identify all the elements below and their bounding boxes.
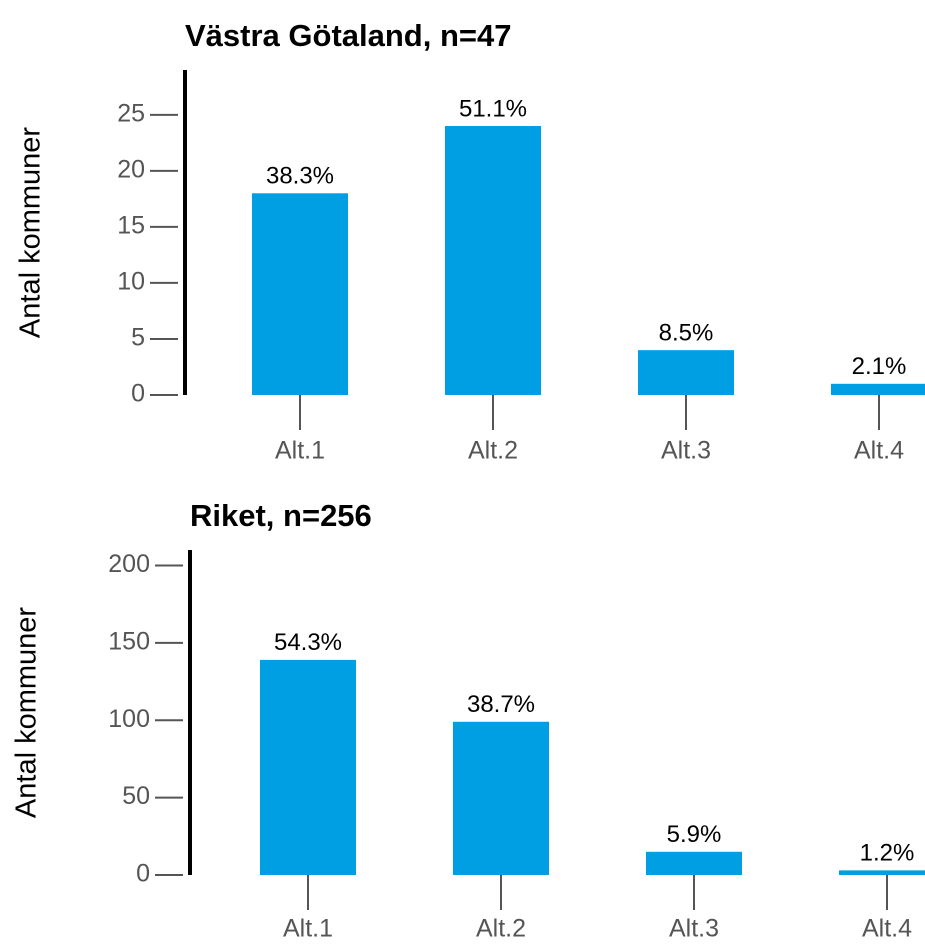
value-label: 51.1% [459, 95, 527, 122]
x-tick-label: Alt.1 [283, 915, 333, 943]
value-label: 1.2% [860, 840, 915, 867]
y-tick-label: 10 [117, 268, 145, 296]
value-label: 8.5% [659, 320, 714, 347]
value-label: 54.3% [274, 629, 342, 656]
x-tick-label: Alt.2 [468, 437, 518, 465]
y-tick-label: 50 [122, 782, 150, 810]
y-tick-label: 15 [117, 212, 145, 240]
x-tick-label: Alt.4 [862, 915, 912, 943]
bar [445, 126, 541, 395]
value-label: 5.9% [667, 821, 722, 848]
y-tick-label: 0 [131, 380, 145, 408]
x-tick-label: Alt.3 [669, 915, 719, 943]
y-axis-label: Antal kommuner [15, 127, 47, 338]
y-tick-label: 200 [108, 550, 150, 578]
bar [453, 721, 549, 875]
bar [252, 193, 348, 395]
bar [839, 870, 925, 875]
y-tick-label: 5 [131, 324, 145, 352]
bar [260, 659, 356, 875]
bar [831, 383, 925, 395]
x-tick-label: Alt.4 [854, 437, 904, 465]
chart-title: Västra Götaland, n=47 [185, 18, 511, 53]
value-label: 38.3% [266, 163, 334, 190]
chart-title: Riket, n=256 [190, 498, 372, 533]
value-label: 2.1% [852, 353, 907, 380]
x-tick-label: Alt.3 [661, 437, 711, 465]
x-tick-label: Alt.1 [275, 437, 325, 465]
bar [646, 851, 742, 875]
y-axis-label: Antal kommuner [11, 607, 43, 818]
x-tick-label: Alt.2 [476, 915, 526, 943]
y-tick-label: 100 [108, 705, 150, 733]
y-tick-label: 25 [117, 99, 145, 127]
bar [638, 350, 734, 395]
y-tick-label: 20 [117, 155, 145, 183]
y-tick-label: 0 [136, 860, 150, 888]
value-label: 38.7% [467, 691, 535, 718]
y-tick-label: 150 [108, 627, 150, 655]
